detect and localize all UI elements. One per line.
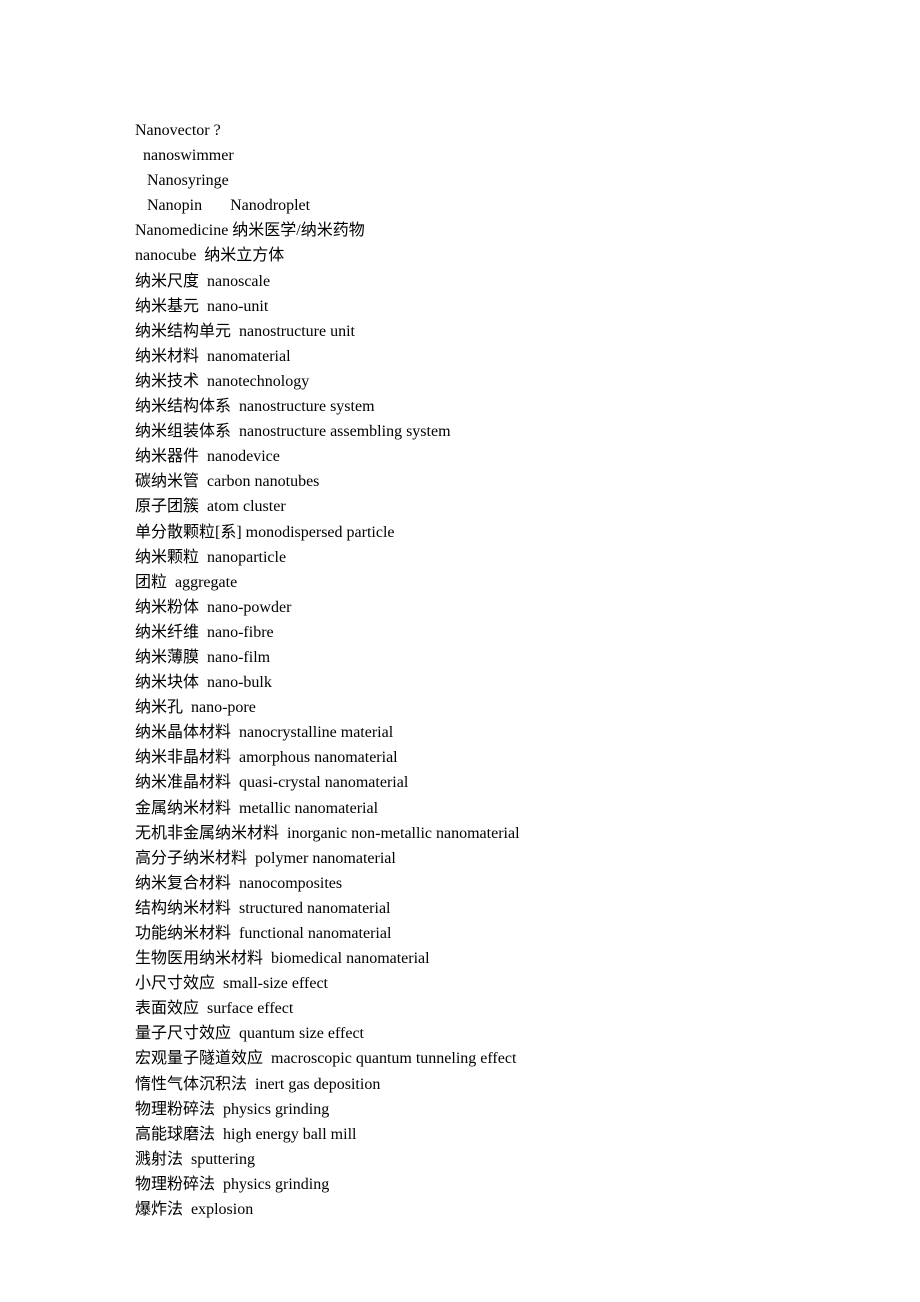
term-line: 纳米块体 nano-bulk <box>135 670 920 695</box>
term-line: nanocube 纳米立方体 <box>135 243 920 268</box>
document-page: Nanovector ? nanoswimmer Nanosyringe Nan… <box>0 0 920 1222</box>
term-line: 物理粉碎法 physics grinding <box>135 1097 920 1122</box>
term-line: 表面效应 surface effect <box>135 996 920 1021</box>
term-line: 小尺寸效应 small-size effect <box>135 971 920 996</box>
term-line: 爆炸法 explosion <box>135 1197 920 1222</box>
term-line: 纳米准晶材料 quasi-crystal nanomaterial <box>135 770 920 795</box>
term-line: 纳米粉体 nano-powder <box>135 595 920 620</box>
term-line: 结构纳米材料 structured nanomaterial <box>135 896 920 921</box>
term-line: 纳米技术 nanotechnology <box>135 369 920 394</box>
term-line: Nanomedicine 纳米医学/纳米药物 <box>135 218 920 243</box>
term-line: 团粒 aggregate <box>135 570 920 595</box>
term-line: 单分散颗粒[系] monodispersed particle <box>135 520 920 545</box>
term-line: 量子尺寸效应 quantum size effect <box>135 1021 920 1046</box>
term-line: 纳米尺度 nanoscale <box>135 269 920 294</box>
term-line: 纳米结构单元 nanostructure unit <box>135 319 920 344</box>
term-line: 纳米基元 nano-unit <box>135 294 920 319</box>
term-line: 纳米纤维 nano-fibre <box>135 620 920 645</box>
term-line: 纳米非晶材料 amorphous nanomaterial <box>135 745 920 770</box>
term-line: Nanosyringe <box>135 168 920 193</box>
term-line: 金属纳米材料 metallic nanomaterial <box>135 796 920 821</box>
term-line: 纳米组装体系 nanostructure assembling system <box>135 419 920 444</box>
term-line: 无机非金属纳米材料 inorganic non-metallic nanomat… <box>135 821 920 846</box>
term-line: Nanovector ? <box>135 118 920 143</box>
term-line: 碳纳米管 carbon nanotubes <box>135 469 920 494</box>
term-line: 纳米材料 nanomaterial <box>135 344 920 369</box>
term-list: Nanovector ? nanoswimmer Nanosyringe Nan… <box>135 118 920 1222</box>
term-line: 纳米结构体系 nanostructure system <box>135 394 920 419</box>
term-line: 宏观量子隧道效应 macroscopic quantum tunneling e… <box>135 1046 920 1071</box>
term-line: 高分子纳米材料 polymer nanomaterial <box>135 846 920 871</box>
term-line: 高能球磨法 high energy ball mill <box>135 1122 920 1147</box>
term-line: 纳米复合材料 nanocomposites <box>135 871 920 896</box>
term-line: 物理粉碎法 physics grinding <box>135 1172 920 1197</box>
term-line: Nanopin Nanodroplet <box>135 193 920 218</box>
term-line: nanoswimmer <box>135 143 920 168</box>
term-line: 纳米孔 nano-pore <box>135 695 920 720</box>
term-line: 纳米器件 nanodevice <box>135 444 920 469</box>
term-line: 功能纳米材料 functional nanomaterial <box>135 921 920 946</box>
term-line: 纳米薄膜 nano-film <box>135 645 920 670</box>
term-line: 原子团簇 atom cluster <box>135 494 920 519</box>
term-line: 生物医用纳米材料 biomedical nanomaterial <box>135 946 920 971</box>
term-line: 惰性气体沉积法 inert gas deposition <box>135 1072 920 1097</box>
term-line: 纳米晶体材料 nanocrystalline material <box>135 720 920 745</box>
term-line: 纳米颗粒 nanoparticle <box>135 545 920 570</box>
term-line: 溅射法 sputtering <box>135 1147 920 1172</box>
